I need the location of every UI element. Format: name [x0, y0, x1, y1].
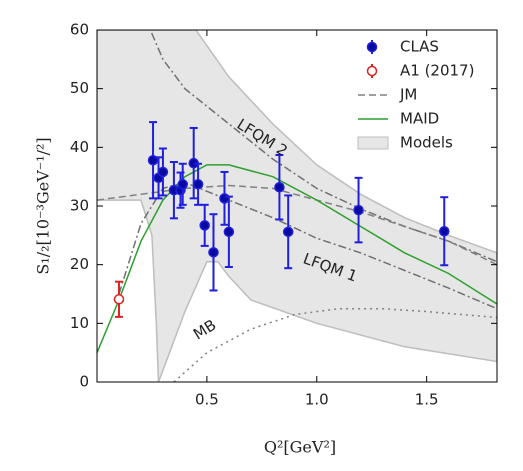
marker [353, 204, 364, 216]
legend-label: A1 (2017) [400, 62, 474, 80]
legend-entry: MAID [358, 110, 439, 128]
x-tick-label: 0.5 [195, 391, 219, 409]
marker [208, 247, 219, 258]
marker [199, 220, 210, 231]
marker [223, 226, 235, 238]
y-tick-label: 10 [70, 314, 89, 332]
model-curve [97, 164, 497, 353]
y-tick-label: 0 [79, 373, 89, 391]
y-tick-label: 60 [70, 21, 89, 39]
legend-entry: A1 (2017) [366, 62, 474, 80]
y-tick-label: 20 [70, 255, 89, 273]
data-point [177, 162, 188, 206]
model-curve [149, 30, 497, 263]
legend-label: MAID [400, 110, 439, 128]
legend-swatch [357, 136, 389, 150]
model-curve [173, 307, 497, 382]
y-tick-label: 40 [70, 138, 89, 156]
marker [439, 225, 450, 237]
data-point [157, 147, 169, 197]
legend-entry: JM [358, 86, 417, 104]
data-point [208, 213, 219, 292]
data-point [192, 162, 204, 206]
curve-annotation: MB [190, 316, 219, 344]
model-curve [118, 181, 497, 310]
data-point [353, 176, 364, 244]
data-point [282, 194, 294, 270]
legend-entry: CLAS [366, 38, 439, 56]
y-axis-label: S₁/₂[10⁻³GeV⁻¹/²] [34, 137, 53, 274]
marker [177, 179, 188, 190]
legend-label: Models [400, 134, 453, 152]
x-axis-label: Q²[GeV²] [264, 438, 336, 457]
y-tick-label: 50 [70, 79, 89, 97]
legend-label: JM [399, 86, 417, 104]
data-point [113, 280, 125, 318]
data-point [439, 196, 450, 267]
marker [219, 193, 230, 204]
legend-entry: Models [357, 134, 453, 152]
data-point [199, 203, 210, 247]
x-tick-label: 1.0 [305, 391, 329, 409]
data-point [223, 195, 235, 269]
data-point [274, 153, 285, 221]
marker [157, 166, 169, 178]
y-tick-label: 30 [70, 197, 89, 215]
plot-area [97, 30, 497, 382]
marker [113, 294, 125, 305]
marker [192, 179, 204, 190]
marker [274, 181, 285, 193]
models-band [97, 30, 497, 382]
marker [282, 226, 294, 238]
x-tick-label: 1.5 [415, 391, 439, 409]
legend-label: CLAS [400, 38, 439, 56]
legend-swatch [366, 41, 378, 53]
legend-swatch [366, 65, 378, 77]
